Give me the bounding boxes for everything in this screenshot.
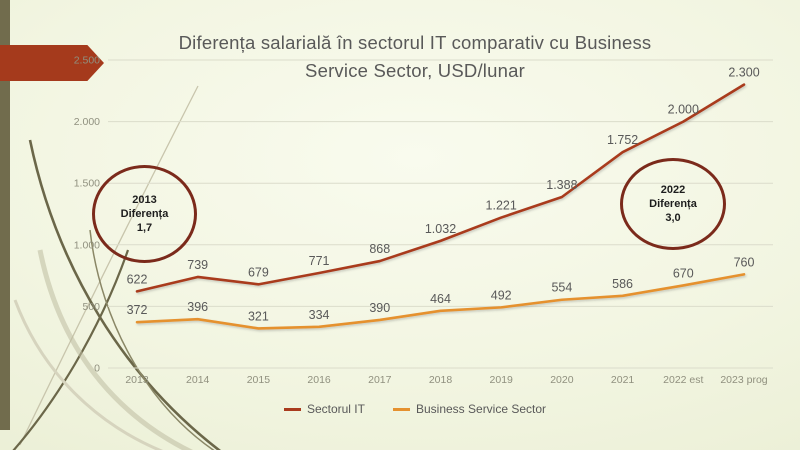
x-axis-tick-label: 2017: [368, 374, 392, 386]
data-label: 334: [309, 308, 330, 322]
x-axis-tick-label: 2019: [490, 374, 514, 386]
x-axis-tick-label: 2016: [307, 374, 331, 386]
x-axis-tick-label: 2018: [429, 374, 453, 386]
data-label: 1.388: [546, 178, 577, 192]
legend-swatch-red: [283, 407, 301, 411]
data-label: 372: [127, 303, 148, 317]
annotation-value: 3,0: [665, 212, 681, 225]
data-label: 1.032: [425, 222, 456, 236]
series-line-sectorul-it: [135, 83, 746, 293]
annotation-year: 2022: [660, 183, 686, 196]
y-axis-tick-label: 2.500: [74, 55, 100, 67]
x-axis-tick-label: 2013: [125, 374, 149, 386]
y-axis-tick-label: 500: [82, 301, 100, 313]
x-axis-tick-label: 2020: [550, 374, 574, 386]
data-label: 1.221: [486, 199, 517, 213]
y-axis-tick-label: 0: [94, 363, 100, 375]
annotation-circle-2013: 2013 Diferența 1,7: [92, 165, 197, 263]
y-axis-tick-label: 1.000: [74, 239, 100, 251]
annotation-year: 2013: [132, 193, 157, 206]
data-label: 464: [430, 292, 451, 306]
annotation-value: 1,7: [136, 222, 153, 235]
data-label: 1.752: [607, 133, 638, 147]
slide-title-line2: Service Sector, USD/lunar: [305, 59, 525, 81]
data-label: 321: [248, 309, 269, 323]
x-axis-tick-label: 2015: [247, 374, 271, 386]
x-axis-tick-label: 2023 prog: [720, 374, 767, 386]
data-label: 492: [491, 288, 512, 302]
slide-title: Diferența salarială în sectorul IT compa…: [90, 29, 740, 85]
y-axis-tick-label: 1.500: [74, 178, 100, 190]
y-axis-tick-label: 2.000: [74, 116, 100, 128]
annotation-label: Diferența: [120, 207, 169, 220]
series-line-business-service: [135, 273, 746, 330]
data-label: 622: [127, 272, 148, 286]
data-label: 771: [309, 254, 330, 268]
left-edge-bar: [0, 0, 10, 430]
data-label: 586: [612, 277, 633, 291]
data-label: 2.000: [668, 103, 699, 117]
x-axis-tick-label: 2022 est: [663, 374, 703, 386]
x-axis-tick-label: 2014: [186, 374, 210, 386]
legend-label: Sectorul IT: [306, 402, 365, 416]
data-label: 670: [673, 266, 694, 280]
annotation-circle-2022: 2022 Diferența 3,0: [620, 158, 726, 250]
data-label: 739: [187, 258, 208, 272]
data-label: 390: [369, 301, 390, 315]
data-label: 868: [369, 242, 390, 256]
arrow-banner-decoration: [0, 45, 104, 81]
legend-swatch-orange: [392, 407, 410, 411]
data-label: 554: [551, 281, 572, 295]
legend-item-business-service: Business Service Sector: [392, 402, 547, 416]
legend-label: Business Service Sector: [415, 402, 547, 416]
chart-legend: Sectorul IT Business Service Sector: [0, 402, 800, 416]
data-label: 2.300: [728, 66, 759, 80]
legend-item-sectorul-it: Sectorul IT: [283, 402, 365, 416]
annotation-label: Diferența: [649, 197, 697, 210]
slide-title-line1: Diferența salarială în sectorul IT compa…: [178, 32, 652, 53]
data-label: 396: [187, 300, 208, 314]
x-axis-tick-label: 2021: [611, 374, 635, 386]
data-label: 760: [734, 255, 755, 269]
data-label: 679: [248, 265, 269, 279]
